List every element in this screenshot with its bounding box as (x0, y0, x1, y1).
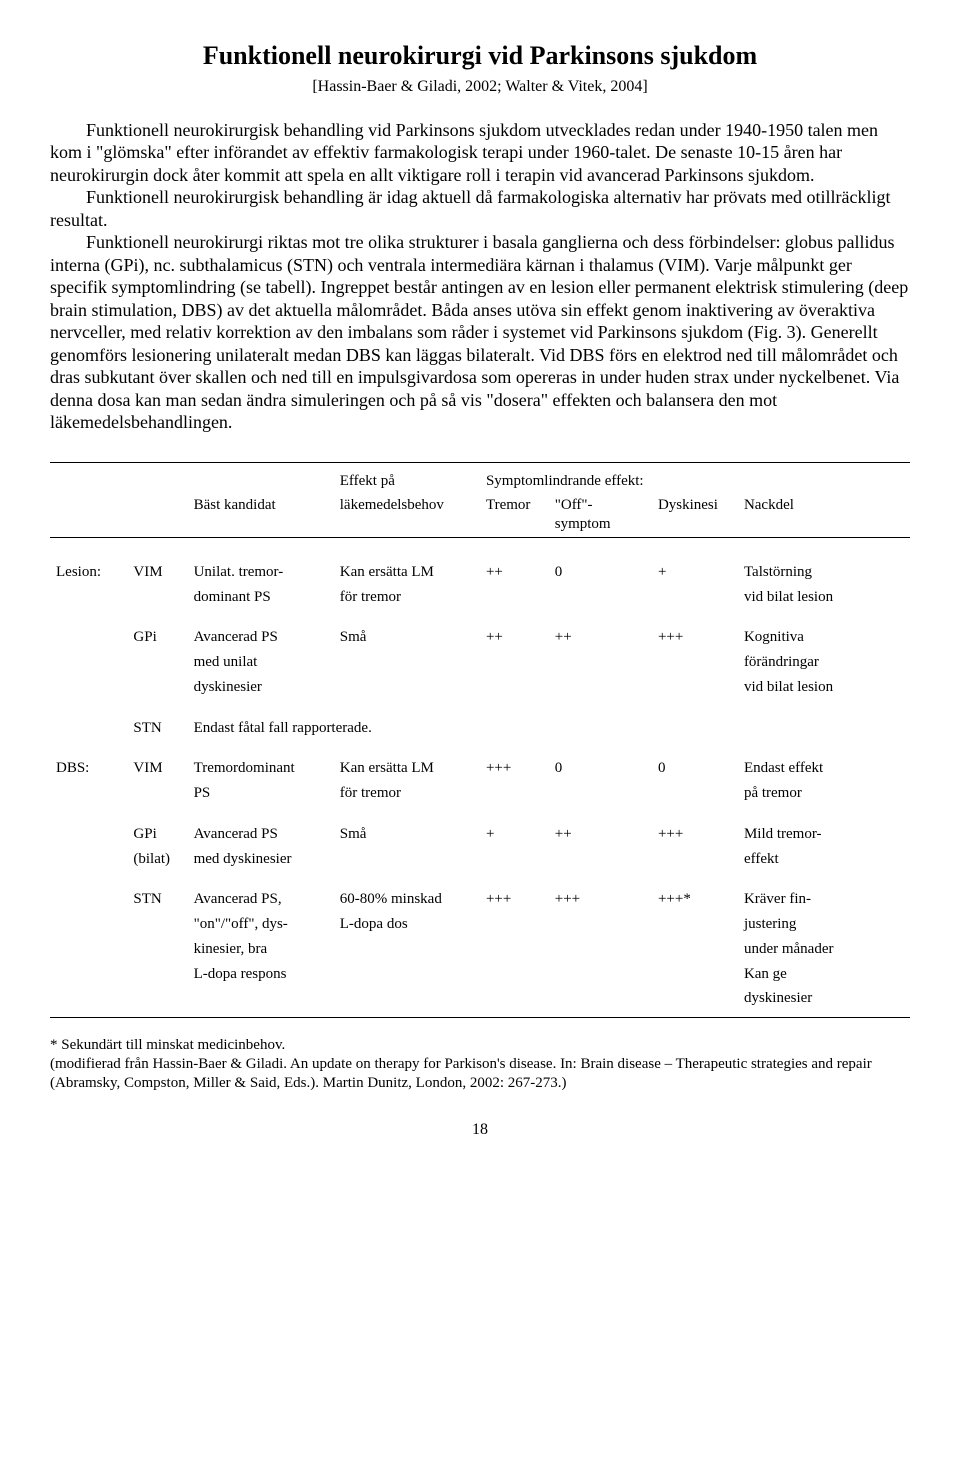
paragraph: Funktionell neurokirurgisk behandling vi… (50, 119, 910, 187)
target-cell: (bilat) (127, 847, 187, 872)
tremor-cell: + (480, 822, 549, 847)
nackdel-cell: Kan ge (738, 962, 910, 987)
effect-cell: Små (334, 822, 480, 847)
table-header-row: Effekt på Symptomlindrande effekt: (50, 469, 910, 494)
nackdel-cell: vid bilat lesion (738, 675, 910, 700)
col-header: Bäst kandidat (188, 493, 334, 537)
dyskinesi-cell: + (652, 560, 738, 585)
table-footnote: * Sekundärt till minskat medicinbehov. (… (50, 1036, 910, 1092)
candidate-cell: Avancerad PS, (188, 887, 334, 912)
target-cell: GPi (127, 822, 187, 847)
group-label: DBS: (50, 756, 127, 781)
col-header: Symptomlindrande effekt: (480, 469, 738, 494)
nackdel-cell: Kräver fin- (738, 887, 910, 912)
nackdel-cell: Talstörning (738, 560, 910, 585)
effect-cell: Kan ersätta LM (334, 756, 480, 781)
page-number: 18 (50, 1120, 910, 1140)
off-cell: +++ (549, 887, 652, 912)
nackdel-cell: Kognitiva (738, 625, 910, 650)
paragraph: Funktionell neurokirurgisk behandling är… (50, 186, 910, 231)
tremor-cell: +++ (480, 887, 549, 912)
group-label: Lesion: (50, 560, 127, 585)
nackdel-cell: justering (738, 912, 910, 937)
candidate-cell: Avancerad PS (188, 625, 334, 650)
candidate-cell: med unilat (188, 650, 334, 675)
table-row: dyskinesier (50, 986, 910, 1011)
table-row: STN Endast fåtal fall rapporterade. (50, 716, 910, 741)
table-row: Lesion: VIM Unilat. tremor- Kan ersätta … (50, 560, 910, 585)
candidate-cell: Endast fåtal fall rapporterade. (188, 716, 910, 741)
target-cell: STN (127, 716, 187, 741)
table-header-row: Bäst kandidat läkemedelsbehov Tremor "Of… (50, 493, 910, 537)
off-cell: ++ (549, 822, 652, 847)
table-row: GPi Avancerad PS Små ++ ++ +++ Kognitiva (50, 625, 910, 650)
dyskinesi-cell: 0 (652, 756, 738, 781)
target-cell: VIM (127, 756, 187, 781)
col-header: Dyskinesi (652, 493, 738, 537)
subtitle-reference: [Hassin-Baer & Giladi, 2002; Walter & Vi… (50, 77, 910, 97)
page-title: Funktionell neurokirurgi vid Parkinsons … (50, 40, 910, 73)
footnote-line: * Sekundärt till minskat medicinbehov. (50, 1036, 910, 1055)
col-header: Tremor (480, 493, 549, 537)
candidate-cell: Unilat. tremor- (188, 560, 334, 585)
candidate-cell: Avancerad PS (188, 822, 334, 847)
nackdel-cell: effekt (738, 847, 910, 872)
dyskinesi-cell: +++ (652, 625, 738, 650)
tremor-cell: +++ (480, 756, 549, 781)
tremor-cell: ++ (480, 560, 549, 585)
table-row: STN Avancerad PS, 60-80% minskad +++ +++… (50, 887, 910, 912)
table-row: PS för tremor på tremor (50, 781, 910, 806)
dyskinesi-cell: +++ (652, 822, 738, 847)
table-row: "on"/"off", dys- L-dopa dos justering (50, 912, 910, 937)
candidate-cell: L-dopa respons (188, 962, 334, 987)
target-cell: STN (127, 887, 187, 912)
off-cell: 0 (549, 560, 652, 585)
nackdel-cell: under månader (738, 937, 910, 962)
col-header: "Off"-symptom (549, 493, 652, 537)
off-cell: ++ (549, 625, 652, 650)
table-row: dominant PS för tremor vid bilat lesion (50, 585, 910, 610)
table-row: DBS: VIM Tremordominant Kan ersätta LM +… (50, 756, 910, 781)
candidate-cell: dominant PS (188, 585, 334, 610)
candidate-cell: PS (188, 781, 334, 806)
col-header: Nackdel (738, 493, 910, 537)
candidate-cell: med dyskinesier (188, 847, 334, 872)
col-header: Effekt på (334, 469, 480, 494)
col-header: läkemedelsbehov (334, 493, 480, 537)
table-row: kinesier, bra under månader (50, 937, 910, 962)
table-row: (bilat) med dyskinesier effekt (50, 847, 910, 872)
tremor-cell: ++ (480, 625, 549, 650)
effect-cell: Kan ersätta LM (334, 560, 480, 585)
table-row: med unilat förändringar (50, 650, 910, 675)
nackdel-cell: Endast effekt (738, 756, 910, 781)
footnote-line: (modifierad från Hassin-Baer & Giladi. A… (50, 1055, 910, 1093)
candidate-cell: "on"/"off", dys- (188, 912, 334, 937)
candidate-cell: Tremordominant (188, 756, 334, 781)
nackdel-cell: vid bilat lesion (738, 585, 910, 610)
effect-cell: L-dopa dos (334, 912, 480, 937)
effect-cell: Små (334, 625, 480, 650)
target-cell: VIM (127, 560, 187, 585)
body-text: Funktionell neurokirurgisk behandling vi… (50, 119, 910, 434)
effect-cell: för tremor (334, 781, 480, 806)
candidate-cell: kinesier, bra (188, 937, 334, 962)
nackdel-cell: på tremor (738, 781, 910, 806)
table-row: GPi Avancerad PS Små + ++ +++ Mild tremo… (50, 822, 910, 847)
treatment-table: Effekt på Symptomlindrande effekt: Bäst … (50, 462, 910, 1019)
effect-cell: för tremor (334, 585, 480, 610)
target-cell: GPi (127, 625, 187, 650)
dyskinesi-cell: +++* (652, 887, 738, 912)
nackdel-cell: dyskinesier (738, 986, 910, 1011)
effect-cell: 60-80% minskad (334, 887, 480, 912)
nackdel-cell: Mild tremor- (738, 822, 910, 847)
off-cell: 0 (549, 756, 652, 781)
nackdel-cell: förändringar (738, 650, 910, 675)
table-row: dyskinesier vid bilat lesion (50, 675, 910, 700)
table-row: L-dopa respons Kan ge (50, 962, 910, 987)
candidate-cell: dyskinesier (188, 675, 334, 700)
paragraph: Funktionell neurokirurgi riktas mot tre … (50, 231, 910, 434)
